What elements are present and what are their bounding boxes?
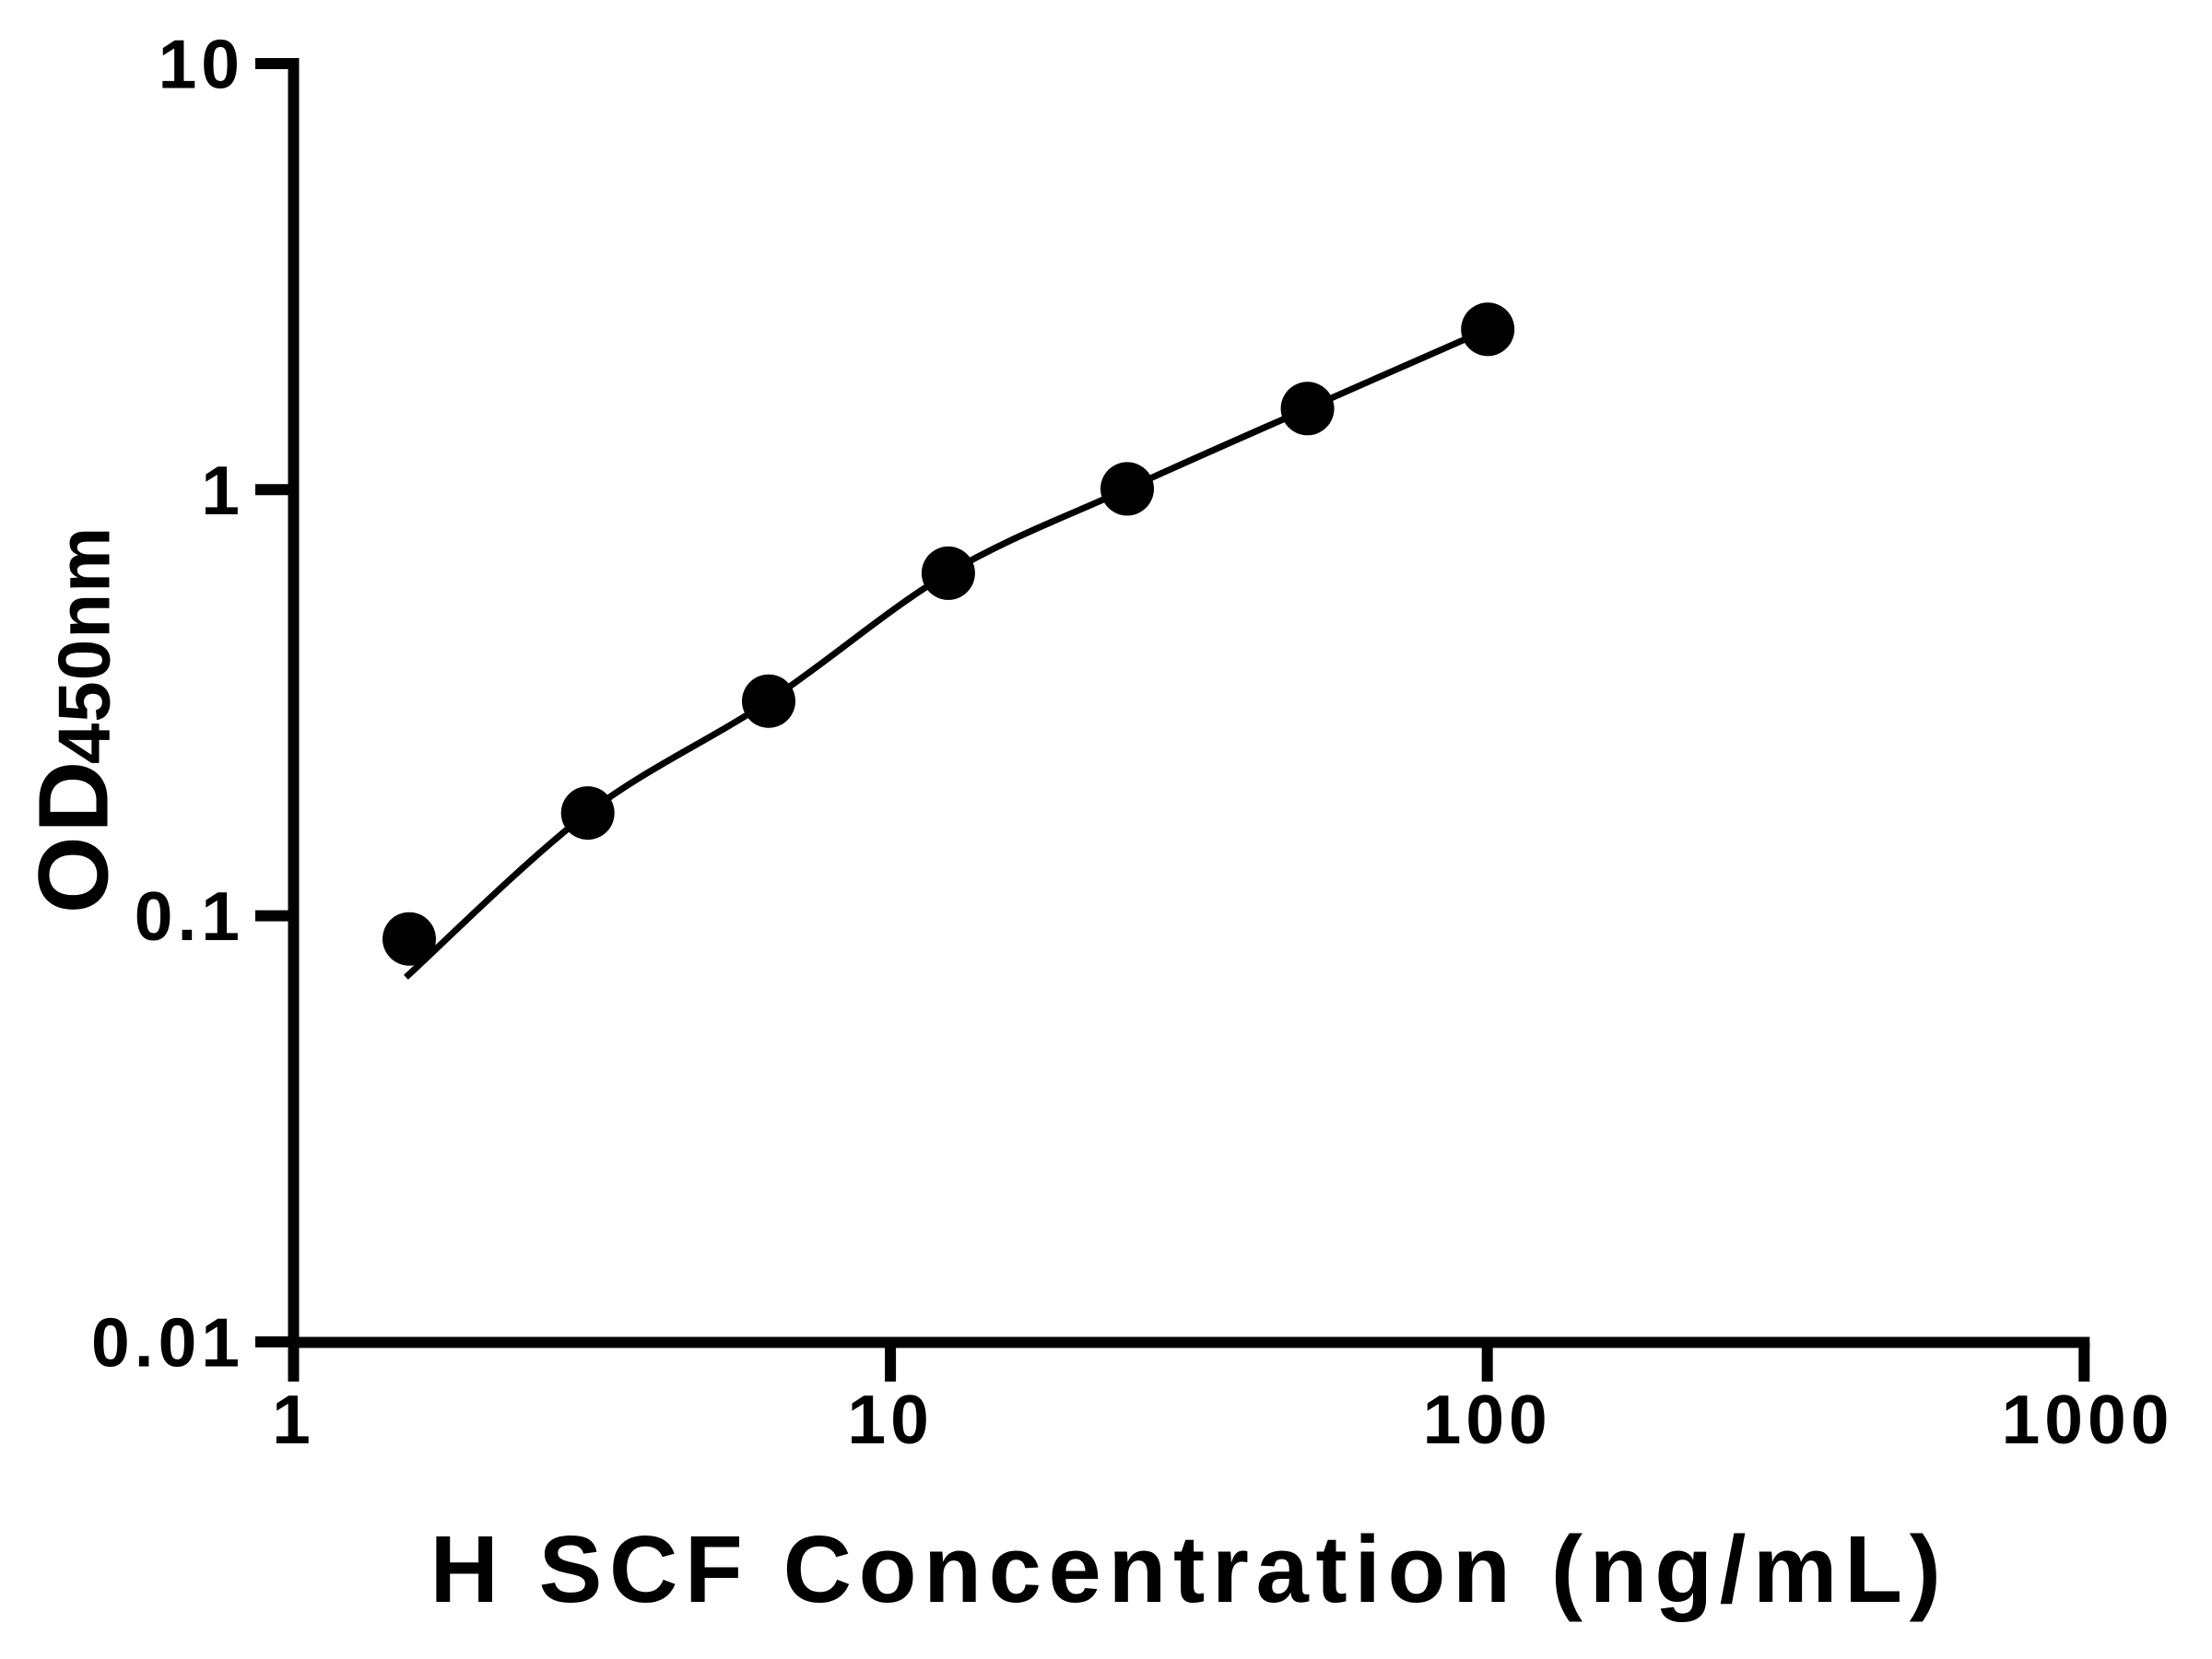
svg-text:100: 100 [1423, 1381, 1552, 1458]
svg-text:H SCF Concentration (ng/mL): H SCF Concentration (ng/mL) [429, 1516, 1947, 1622]
svg-text:1: 1 [201, 452, 244, 529]
svg-text:1000: 1000 [2002, 1381, 2174, 1458]
svg-text:0.01: 0.01 [91, 1303, 244, 1381]
svg-text:OD450nm: OD450nm [18, 526, 129, 914]
svg-text:10: 10 [847, 1381, 933, 1458]
svg-text:1: 1 [272, 1381, 315, 1458]
svg-text:0.1: 0.1 [135, 877, 244, 955]
svg-text:10: 10 [159, 26, 244, 103]
